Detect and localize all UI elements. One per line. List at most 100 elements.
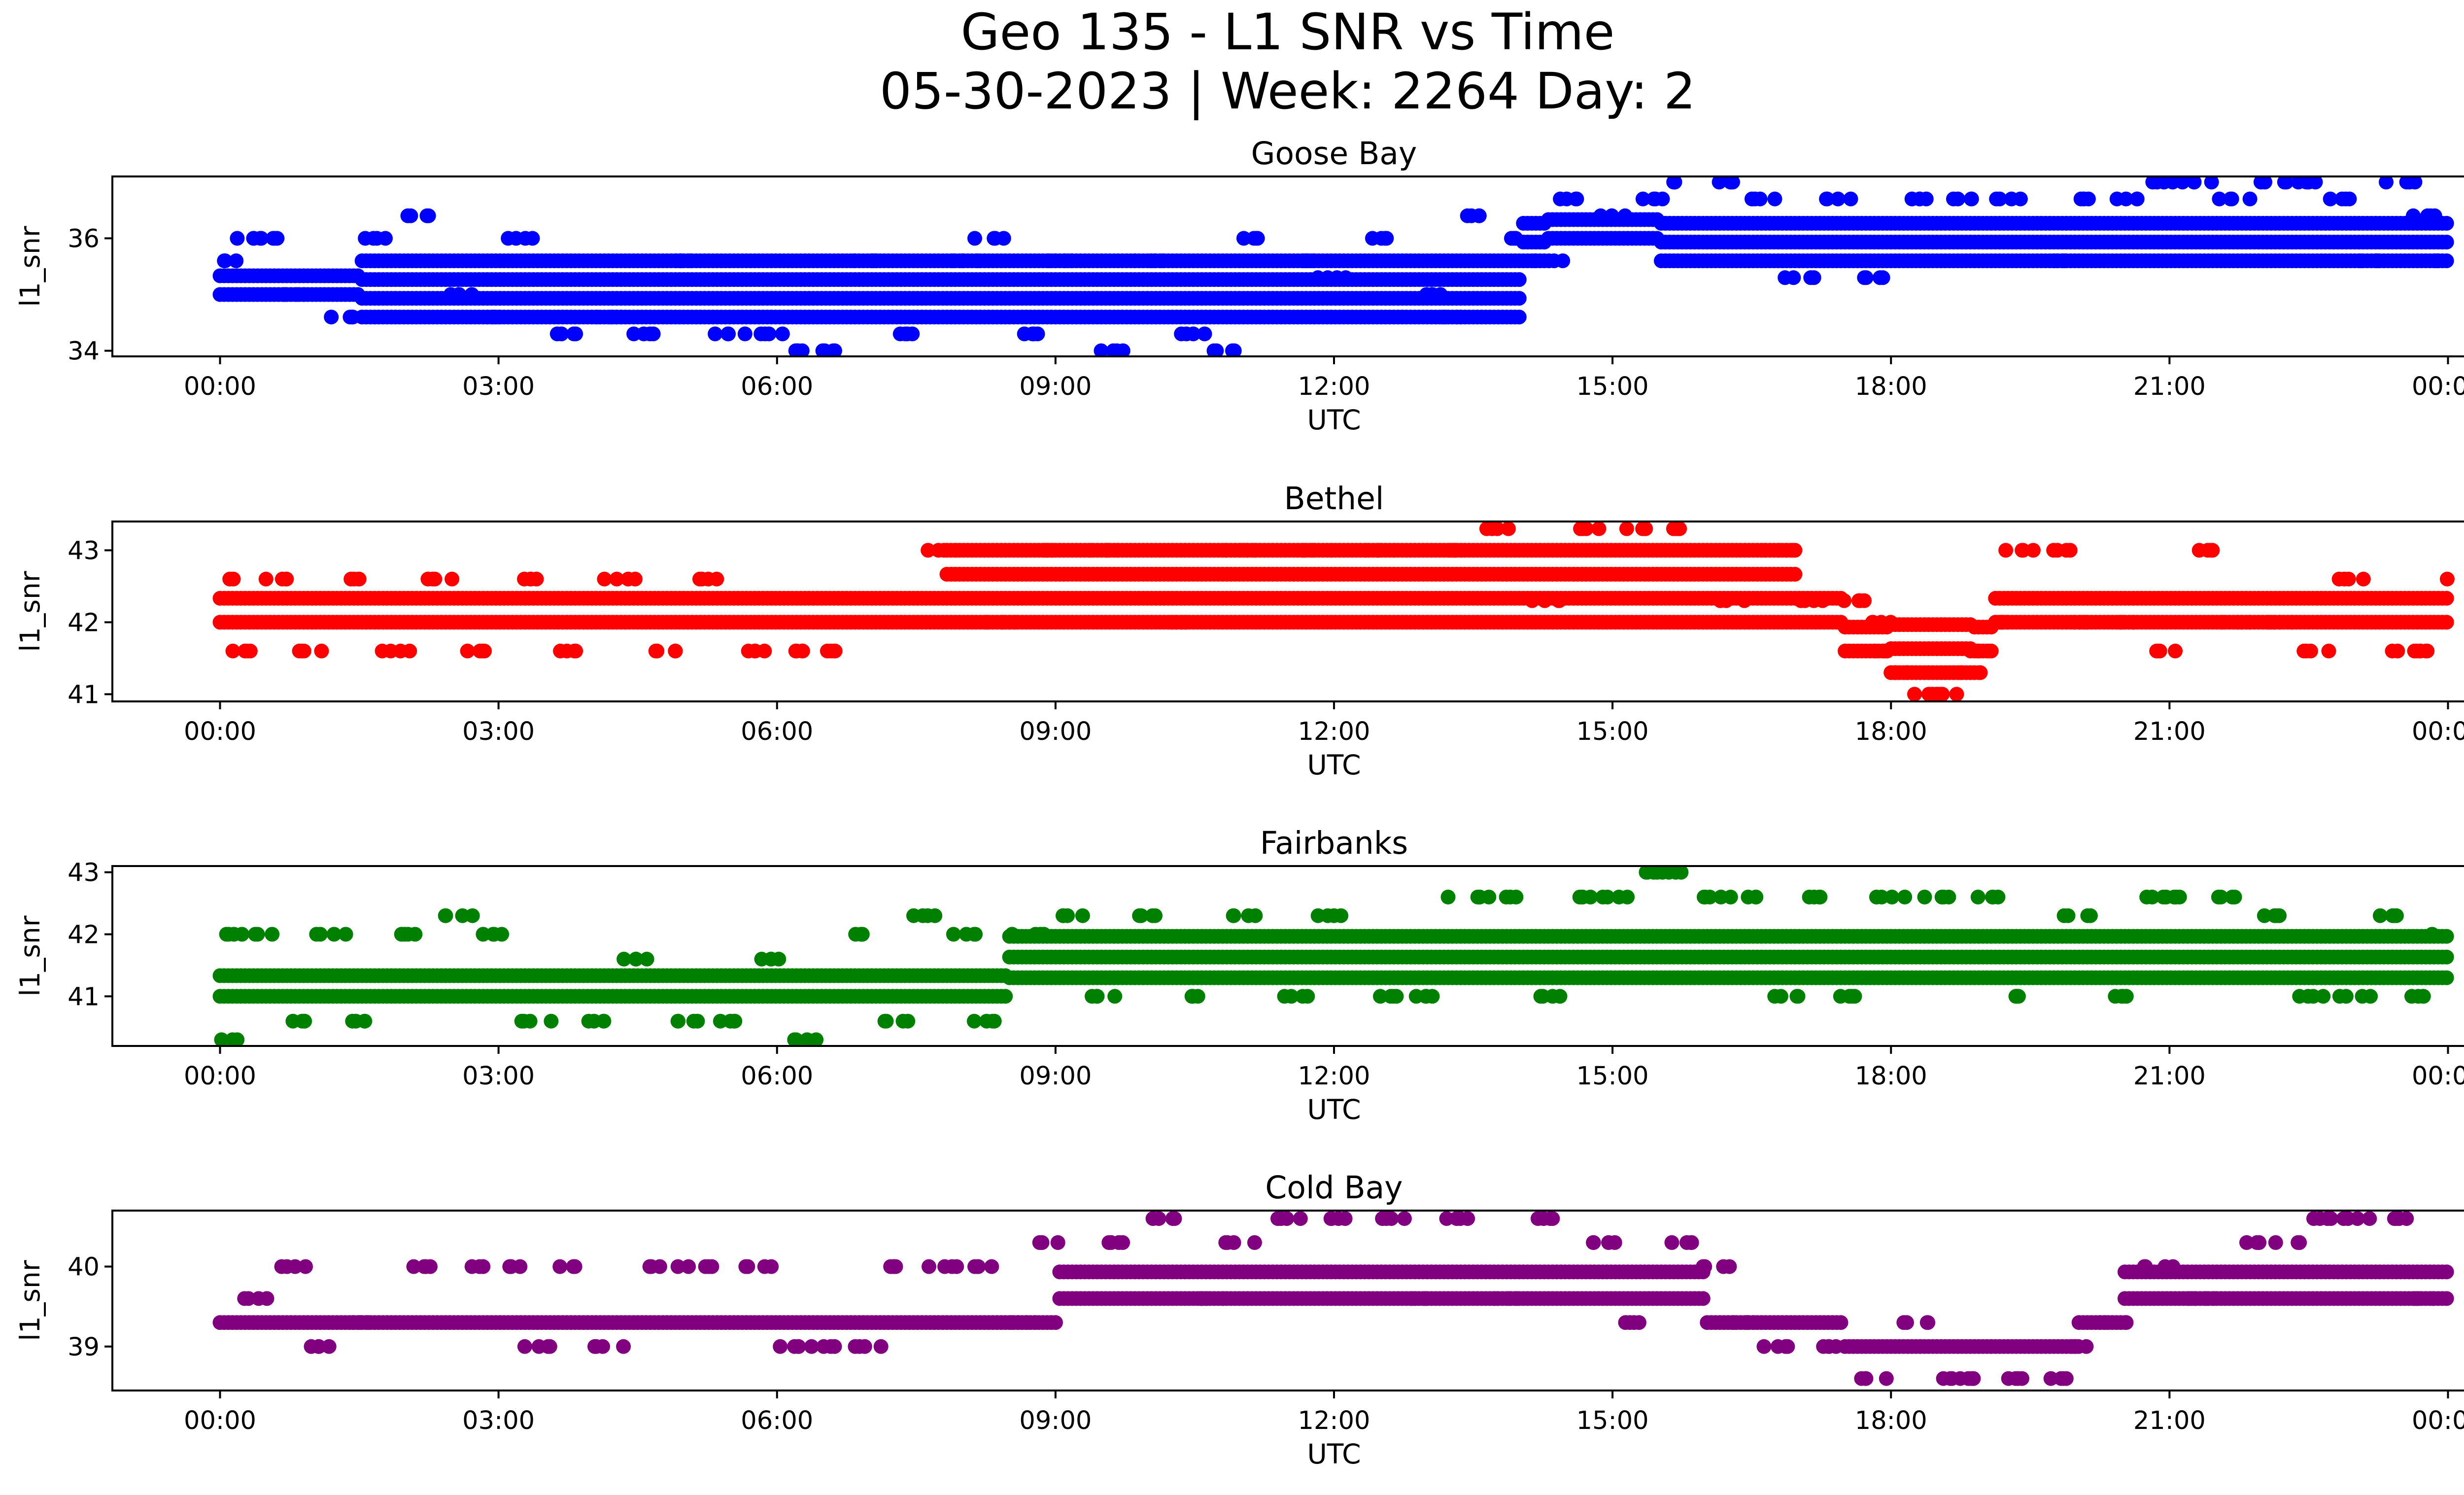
data-point <box>553 643 568 659</box>
data-point <box>217 253 232 269</box>
data-point <box>427 571 443 587</box>
data-point <box>1115 343 1130 356</box>
data-point <box>1218 543 1233 558</box>
data-point <box>979 615 994 630</box>
data-point <box>230 231 245 246</box>
data-point <box>2145 176 2160 190</box>
data-point <box>1026 326 1041 342</box>
data-point <box>314 643 329 659</box>
data-point <box>1887 665 1902 680</box>
x-tick-label: 12:00 <box>1298 717 1370 746</box>
data-point <box>1553 191 1568 207</box>
data-point <box>1830 191 1846 207</box>
data-point <box>2258 176 2272 190</box>
data-point <box>775 326 790 342</box>
data-point <box>609 571 624 587</box>
panel-title: Bethel <box>1284 481 1384 517</box>
y-axis-label: l1_snr <box>14 571 46 652</box>
data-point <box>2077 615 2092 630</box>
data-point <box>995 615 1010 630</box>
data-point <box>292 643 307 659</box>
data-point <box>1225 343 1240 356</box>
data-point <box>921 543 936 558</box>
data-point <box>258 571 274 587</box>
data-point <box>892 326 908 342</box>
data-point <box>475 643 490 659</box>
data-point <box>2399 176 2414 190</box>
data-point <box>289 287 305 302</box>
data-point <box>1155 253 1170 269</box>
data-point <box>795 643 810 659</box>
data-point <box>238 643 253 659</box>
data-point <box>1880 643 1895 659</box>
data-point <box>948 543 963 558</box>
data-point <box>2054 253 2070 269</box>
data-point <box>2215 615 2230 630</box>
x-tick-label: 18:00 <box>1855 372 1927 401</box>
data-point <box>753 326 769 342</box>
data-point <box>2000 615 2015 630</box>
data-point <box>2126 615 2141 630</box>
data-point <box>1449 310 1465 325</box>
data-point <box>1064 253 1079 269</box>
data-point <box>2418 643 2433 659</box>
data-point <box>1779 543 1794 558</box>
data-point <box>2353 253 2368 269</box>
y-tick-label: 43 <box>68 536 100 565</box>
data-point <box>1998 543 2014 558</box>
data-point <box>2439 615 2454 630</box>
data-point <box>590 310 605 325</box>
data-point <box>2321 643 2336 659</box>
data-point <box>229 253 244 269</box>
data-point <box>1552 593 1567 608</box>
data-point <box>1767 191 1782 207</box>
data-point <box>222 571 238 587</box>
data-point <box>2406 208 2421 223</box>
data-point <box>2025 543 2041 558</box>
data-point <box>2204 176 2219 190</box>
data-point <box>1310 270 1326 285</box>
data-point <box>2223 191 2238 207</box>
scatter-points <box>212 176 2454 356</box>
x-tick-label: 09:00 <box>1019 717 1092 746</box>
data-point <box>2439 571 2455 587</box>
y-tick-label: 34 <box>68 337 100 366</box>
data-point <box>1100 543 1115 558</box>
data-point <box>988 231 1003 246</box>
data-point <box>1371 543 1386 558</box>
x-tick-label: 00:00 <box>2412 717 2464 746</box>
data-point <box>1206 343 1222 356</box>
data-point <box>1094 343 1109 356</box>
x-tick-label: 00:00 <box>184 717 256 746</box>
y-tick-label: 36 <box>68 224 100 253</box>
data-point <box>2323 191 2338 207</box>
data-point <box>1186 326 1201 342</box>
data-point <box>491 310 506 325</box>
data-point <box>267 231 282 246</box>
data-point <box>2109 191 2124 207</box>
data-point <box>1528 253 1543 269</box>
data-point <box>1907 687 1922 701</box>
data-point <box>1949 687 1964 701</box>
figure-title-line1: Geo 135 - L1 SNR vs Time <box>961 3 1615 62</box>
x-tick-label: 21:00 <box>2133 717 2206 746</box>
data-point <box>2112 615 2127 630</box>
panel-title: Goose Bay <box>1251 136 1417 172</box>
data-point <box>1239 543 1254 558</box>
data-point <box>1883 615 1898 630</box>
data-point <box>278 571 294 587</box>
x-tick-label: 15:00 <box>1576 717 1649 746</box>
data-point <box>2299 643 2314 659</box>
data-point <box>445 571 460 587</box>
data-point <box>1305 543 1320 558</box>
data-point <box>1438 310 1453 325</box>
data-point <box>1511 272 1527 287</box>
data-point <box>1723 176 1738 190</box>
data-point <box>1973 665 1988 680</box>
data-point <box>737 326 753 342</box>
data-point <box>1128 253 1142 269</box>
data-point <box>636 326 651 342</box>
